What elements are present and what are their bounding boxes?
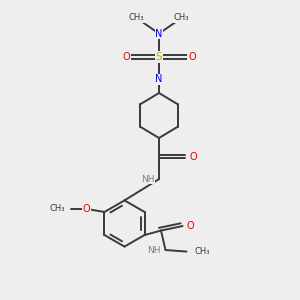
Text: N: N (155, 74, 163, 85)
Text: CH₃: CH₃ (129, 14, 144, 22)
Text: CH₃: CH₃ (50, 205, 65, 214)
Text: CH₃: CH₃ (194, 247, 209, 256)
Text: O: O (189, 152, 197, 163)
Text: O: O (188, 52, 196, 62)
Text: O: O (122, 52, 130, 62)
Text: NH: NH (148, 245, 161, 254)
Text: N: N (155, 28, 163, 39)
Text: NH: NH (141, 175, 154, 184)
Text: S: S (156, 52, 162, 62)
Text: O: O (83, 204, 90, 214)
Text: O: O (186, 221, 194, 231)
Text: CH₃: CH₃ (174, 14, 189, 22)
